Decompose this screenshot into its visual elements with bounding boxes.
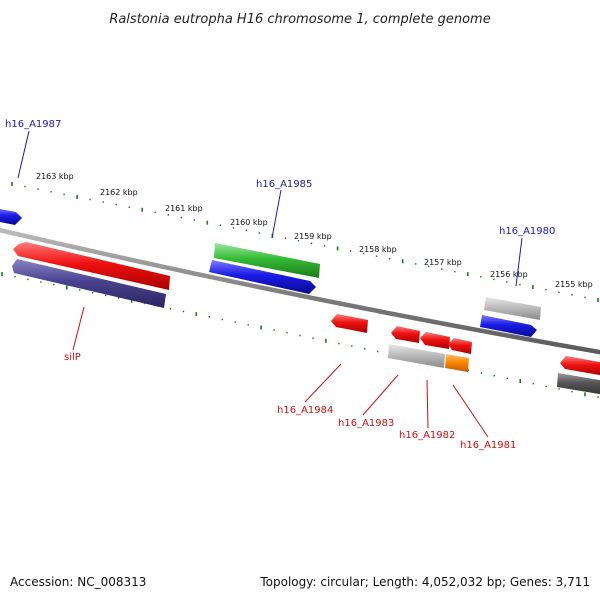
leader-h16-A1987 (17, 130, 30, 179)
leader-h16-A1983 (362, 374, 399, 416)
gene-h16-A1980-upper[interactable] (484, 297, 541, 320)
label-h16-A1980[interactable]: h16_A1980 (499, 226, 555, 237)
leader-h16-A1982 (426, 379, 429, 429)
gene-silP-upper[interactable] (13, 242, 170, 290)
label-h16-A1984[interactable]: h16_A1984 (277, 405, 333, 416)
tick-label-2160: 2160 kbp (230, 218, 268, 227)
label-h16-A1983[interactable]: h16_A1983 (338, 418, 394, 429)
gene-h16-A1984[interactable] (331, 314, 368, 333)
tick-label-2155: 2155 kbp (555, 280, 593, 289)
forward-strand-genes (0, 208, 541, 337)
tick-label-2162: 2162 kbp (100, 188, 138, 197)
gene-h16-A1985-lower[interactable] (209, 260, 316, 294)
gene-h16-A1980-lower[interactable] (480, 315, 537, 337)
label-h16-A1987[interactable]: h16_A1987 (5, 119, 61, 130)
gene-right-edge-lower[interactable] (557, 373, 600, 395)
tick-label-2157: 2157 kbp (424, 258, 462, 267)
tick-label-2163: 2163 kbp (36, 172, 74, 181)
lower-tick-row (1, 272, 599, 398)
tick-label-2159: 2159 kbp (294, 232, 332, 241)
leader-h16-A1980 (515, 237, 523, 287)
leader-silP (72, 306, 85, 351)
gene-labels: h16_A1987 h16_A1985 h16_A1980 silP h16_A… (5, 119, 555, 451)
tick-label-2158: 2158 kbp (359, 245, 397, 254)
leader-h16-A1985 (271, 189, 282, 239)
label-h16-A1981[interactable]: h16_A1981 (460, 440, 516, 451)
chromosome-backbone (0, 227, 600, 355)
tick-label-2161: 2161 kbp (165, 204, 203, 213)
gene-silP-lower[interactable] (12, 259, 166, 308)
label-h16-A1985[interactable]: h16_A1985 (256, 179, 312, 190)
gene-right-edge-upper[interactable] (560, 356, 600, 376)
label-silP[interactable]: silP (64, 352, 81, 363)
gene-h16-A1983-lower[interactable] (388, 344, 445, 368)
gene-h16-A1987[interactable] (0, 208, 22, 225)
tick-label-2156: 2156 kbp (490, 270, 528, 279)
accession-text: Accession: NC_008313 (10, 575, 146, 589)
gene-h16-A1982[interactable] (420, 332, 450, 349)
tick-labels: 2163 kbp 2162 kbp 2161 kbp 2160 kbp 2159… (36, 172, 593, 289)
reverse-strand-genes (12, 242, 600, 395)
leader-h16-A1984 (304, 363, 342, 403)
label-h16-A1982[interactable]: h16_A1982 (399, 430, 455, 441)
gene-h16-A1985-upper[interactable] (214, 243, 320, 278)
gene-h16-A1983[interactable] (391, 326, 420, 343)
gene-h16-A1981-lower[interactable] (445, 354, 469, 372)
map-title: Ralstonia eutropha H16 chromosome 1, com… (109, 12, 490, 27)
gene-h16-A1981[interactable] (448, 338, 472, 354)
topology-text: Topology: circular; Length: 4,052,032 bp… (259, 575, 590, 589)
leader-h16-A1981 (452, 384, 489, 438)
leader-lines (17, 130, 523, 438)
